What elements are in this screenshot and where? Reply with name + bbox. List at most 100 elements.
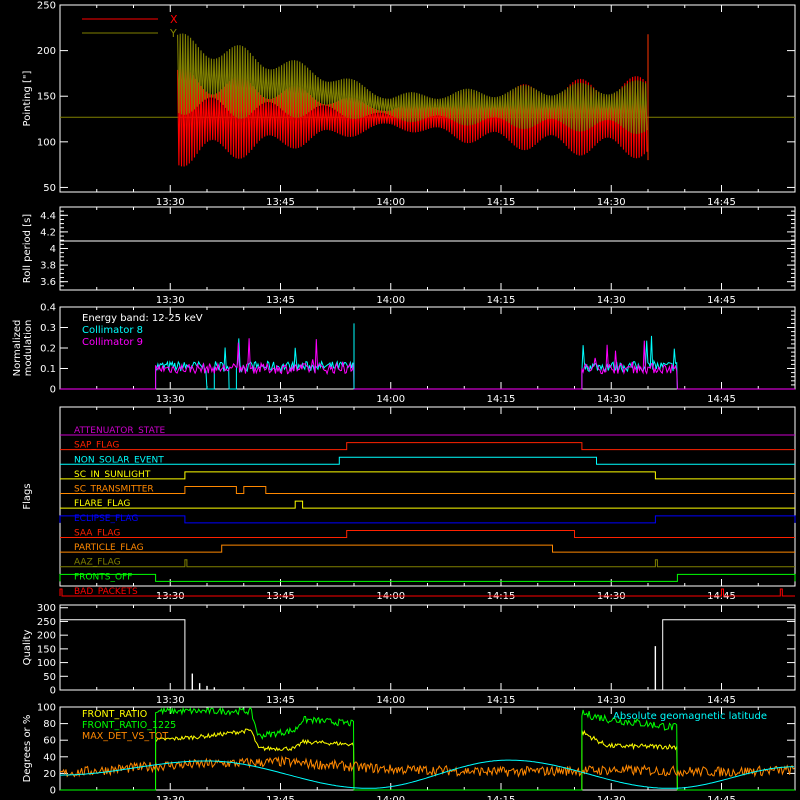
- panel-pointing: 13:30 13:45 14:00 14:15 14:30 14:45 Pointing […: [22, 1, 796, 208]
- x-tick-label: 14:15: [487, 795, 516, 800]
- y-axis-label: Normalizedmodulation: [12, 320, 34, 377]
- y-tick-label: 0.3: [40, 323, 56, 334]
- series-front_ratio_1225-line: [60, 706, 795, 791]
- series-geomagnetic-latitude-line: [60, 759, 794, 789]
- flag-flare_flag-line: [60, 500, 795, 509]
- series-max_det_vs_tot-line: [59, 755, 795, 778]
- flag-bad_packets-line: [59, 588, 795, 597]
- x-tick-label: 14:30: [597, 394, 626, 405]
- y-tick-label: 60: [43, 736, 56, 747]
- legend-label: Collimator 8: [82, 325, 143, 336]
- y-tick-label: 0.1: [40, 364, 56, 375]
- flag-label: ATTENUATOR_STATE: [74, 426, 166, 436]
- legend-label: FRONT_RATIO_1225: [82, 720, 176, 731]
- x-tick-label: 14:15: [487, 695, 516, 706]
- y-axis-label: Flags: [22, 483, 33, 509]
- flag-eclipse_flag-line: [59, 515, 796, 524]
- x-tick-label: 13:30: [156, 795, 185, 800]
- flag-label: ECLIPSE_FLAG: [74, 514, 138, 524]
- y-tick-label: 0: [50, 385, 56, 396]
- flag-label: SAA_FLAG: [74, 528, 120, 538]
- x-tick-label: 14:00: [376, 394, 405, 405]
- x-tick-label: 14:30: [597, 295, 626, 306]
- flag-sap_flag-line: [60, 442, 795, 451]
- y-axis-label: Degrees or %: [22, 715, 33, 783]
- y-tick-label: 3.8: [40, 261, 56, 272]
- x-tick-label: 14:15: [487, 394, 516, 405]
- flag-non_solar_event-line: [60, 456, 795, 465]
- panel-modulation: 13:30 13:45 14:00 14:15 14:30 14:45 Normalized…: [12, 303, 796, 405]
- y-tick-label: 4: [50, 244, 56, 255]
- y-tick-label: 0: [50, 786, 56, 797]
- y-tick-label: 250: [37, 1, 56, 12]
- flag-label: PARTICLE_FLAG: [74, 543, 144, 553]
- legend-label: X: [170, 13, 178, 26]
- flag-sc_in_sunlight-line: [60, 471, 795, 480]
- y-axis-label: Pointing ["]: [22, 70, 33, 126]
- y-tick-label: 100: [37, 658, 56, 669]
- flag-label: SAP_FLAG: [74, 441, 119, 451]
- x-tick-label: 14:45: [707, 795, 736, 800]
- y-tick-label: 150: [37, 644, 56, 655]
- x-tick-label: 14:45: [707, 394, 736, 405]
- legend-label: Y: [169, 27, 177, 40]
- y-tick-label: 80: [43, 719, 56, 730]
- y-tick-label: 0.4: [40, 303, 56, 314]
- x-tick-label: 13:30: [156, 295, 185, 306]
- series-y-line: [177, 33, 648, 135]
- x-tick-label: 14:00: [376, 695, 405, 706]
- x-tick-label: 13:45: [266, 795, 295, 800]
- collimator-9-line: [60, 338, 795, 390]
- y-tick-label: 3.6: [40, 277, 56, 288]
- y-tick-label: 20: [43, 769, 56, 780]
- x-tick-label: 13:30: [156, 695, 185, 706]
- x-tick-label: 14:15: [487, 295, 516, 306]
- y-tick-label: 200: [37, 46, 56, 57]
- y-axis-label: Quality: [22, 630, 33, 666]
- flag-label: SC_IN_SUNLIGHT: [74, 470, 151, 480]
- y-tick-label: 200: [37, 631, 56, 642]
- x-tick-label: 13:45: [266, 394, 295, 405]
- flag-fronts_off-line: [59, 573, 796, 582]
- y-tick-label: 50: [43, 672, 56, 683]
- quality-line: [60, 619, 795, 691]
- y-tick-label: 4.2: [40, 227, 56, 238]
- x-tick-label: 14:00: [376, 197, 405, 208]
- y-tick-label: 0: [50, 686, 56, 697]
- energy-band-annotation: Energy band: 12-25 keV: [82, 313, 203, 324]
- y-tick-label: 100: [37, 703, 56, 714]
- panel-rates: 13:30 13:45 14:00 14:15 14:30 14:45 Degrees or…: [22, 703, 796, 800]
- panel-quality: 13:30 13:45 14:00 14:15 14:30 14:45 Quality 0 50…: [22, 603, 796, 706]
- y-tick-label: 40: [43, 752, 56, 763]
- series-front_ratio-line: [60, 728, 795, 791]
- flag-particle_flag-line: [60, 544, 795, 553]
- flag-label: BAD_PACKETS: [74, 587, 138, 597]
- y-tick-label: 100: [37, 137, 56, 148]
- legend-label: FRONT_RATIO: [82, 709, 147, 720]
- legend-label: MAX_DET_VS_TOT: [82, 731, 168, 742]
- flag-sc_transmitter-line: [60, 486, 795, 495]
- flag-label: NON_SOLAR_EVENT: [74, 455, 164, 465]
- x-tick-label: 14:45: [707, 695, 736, 706]
- x-tick-label: 14:30: [597, 695, 626, 706]
- y-tick-label: 250: [37, 617, 56, 628]
- y-tick-label: 300: [37, 603, 56, 614]
- flag-label: FRONTS_OFF: [74, 572, 132, 582]
- x-tick-label: 13:45: [266, 295, 295, 306]
- x-tick-label: 14:30: [597, 795, 626, 800]
- flag-label: FLARE_FLAG: [74, 499, 130, 509]
- y-tick-label: 4.4: [40, 211, 56, 222]
- y-axis-label: Roll period [s]: [22, 214, 33, 283]
- flag-label: AAZ_FLAG: [74, 558, 121, 568]
- y-tick-label: 0.2: [40, 344, 56, 355]
- y-tick-label: 150: [37, 92, 56, 103]
- x-tick-label: 13:45: [266, 197, 295, 208]
- x-tick-label: 14:30: [597, 197, 626, 208]
- x-tick-label: 14:00: [376, 795, 405, 800]
- panel-flags: 13:30 13:45 14:00 14:15 14:30 14:45FlagsATTEN…: [22, 406, 796, 602]
- panel-roll-period: 13:30 13:45 14:00 14:15 14:30 14:45 Roll perio…: [22, 206, 796, 306]
- x-tick-label: 14:45: [707, 295, 736, 306]
- flag-aaz_flag-line: [60, 559, 795, 568]
